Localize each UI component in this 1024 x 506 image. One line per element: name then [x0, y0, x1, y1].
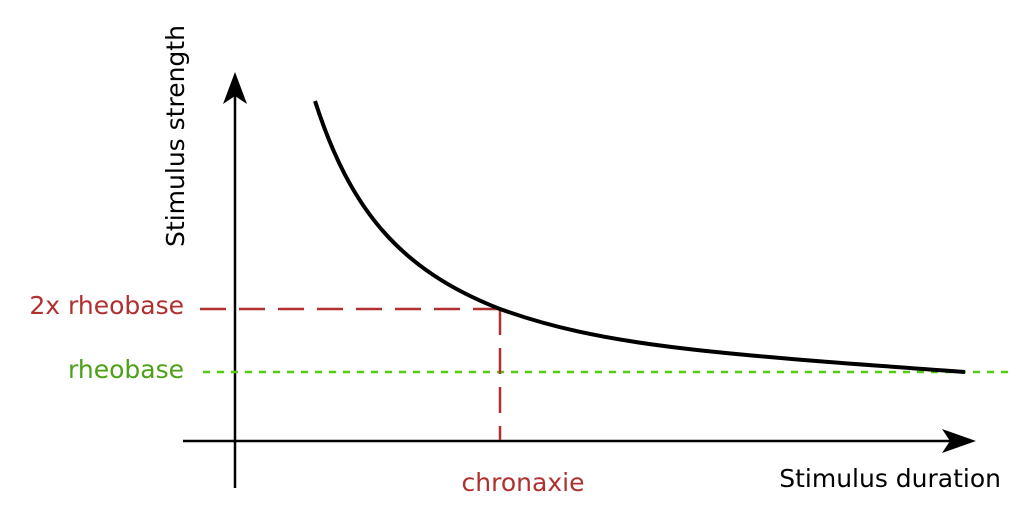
strength-duration-curve: [313, 100, 966, 374]
y-axis-arrowhead: [223, 72, 247, 104]
y-axis-label: Stimulus strength: [161, 25, 190, 247]
two-x-rheobase-label: 2x rheobase: [29, 291, 184, 320]
x-axis-label: Stimulus duration: [779, 464, 1001, 493]
x-axis-arrowhead: [942, 429, 976, 453]
rheobase-label: rheobase: [68, 355, 184, 384]
chronaxie-label: chronaxie: [462, 468, 585, 497]
